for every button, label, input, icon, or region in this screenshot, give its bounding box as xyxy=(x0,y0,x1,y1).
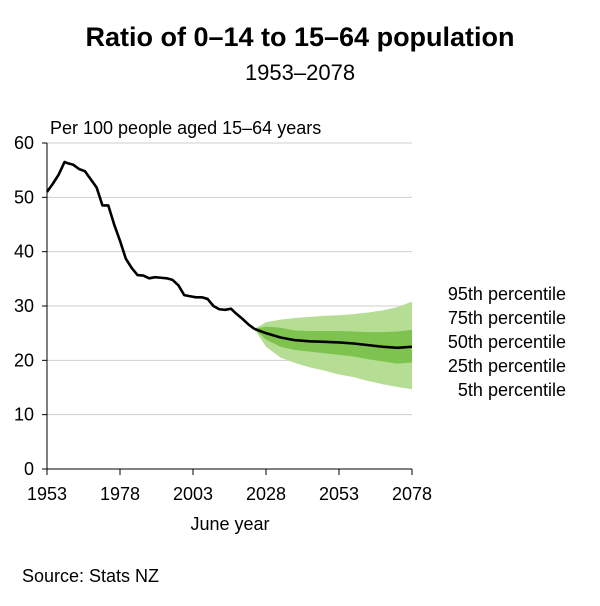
x-tick-label-2078: 2078 xyxy=(392,484,432,504)
y-tick-label-50: 50 xyxy=(14,187,34,207)
y-tick-labels: 0 10 20 30 40 50 60 xyxy=(14,133,34,479)
chart-subtitle: 1953–2078 xyxy=(244,60,356,85)
y-tick-label-0: 0 xyxy=(24,459,34,479)
legend-item-75th: 75th percentile xyxy=(448,308,566,328)
x-axis-label: June year xyxy=(190,514,269,534)
source-note: Source: Stats NZ xyxy=(22,566,160,586)
gridlines xyxy=(47,142,412,416)
legend-item-5th: 5th percentile xyxy=(458,380,566,400)
y-tick-label-40: 40 xyxy=(14,242,34,262)
y-tick-label-60: 60 xyxy=(14,133,34,153)
x-tick-label-1978: 1978 xyxy=(100,484,140,504)
axes xyxy=(42,142,413,475)
chart-title: Ratio of 0–14 to 15–64 population xyxy=(85,22,515,52)
x-tick-label-2003: 2003 xyxy=(173,484,213,504)
x-tick-label-2053: 2053 xyxy=(319,484,359,504)
y-tick-label-20: 20 xyxy=(14,350,34,370)
band-25th-75th-percentile xyxy=(254,326,412,364)
x-tick-label-1953: 1953 xyxy=(27,484,67,504)
percentile-legend: 95th percentile 75th percentile 50th perce… xyxy=(448,284,566,400)
x-tick-labels: 1953 1978 2003 2028 2053 2078 xyxy=(27,484,432,504)
legend-item-50th: 50th percentile xyxy=(448,332,566,352)
x-tick-label-2028: 2028 xyxy=(246,484,286,504)
historical-series-line xyxy=(45,160,256,330)
y-tick-label-10: 10 xyxy=(14,405,34,425)
legend-item-95th: 95th percentile xyxy=(448,284,566,304)
y-axis-label: Per 100 people aged 15–64 years xyxy=(50,118,322,138)
median-projection-line xyxy=(253,327,413,350)
y-tick-label-30: 30 xyxy=(14,296,34,316)
legend-item-25th: 25th percentile xyxy=(448,356,566,376)
